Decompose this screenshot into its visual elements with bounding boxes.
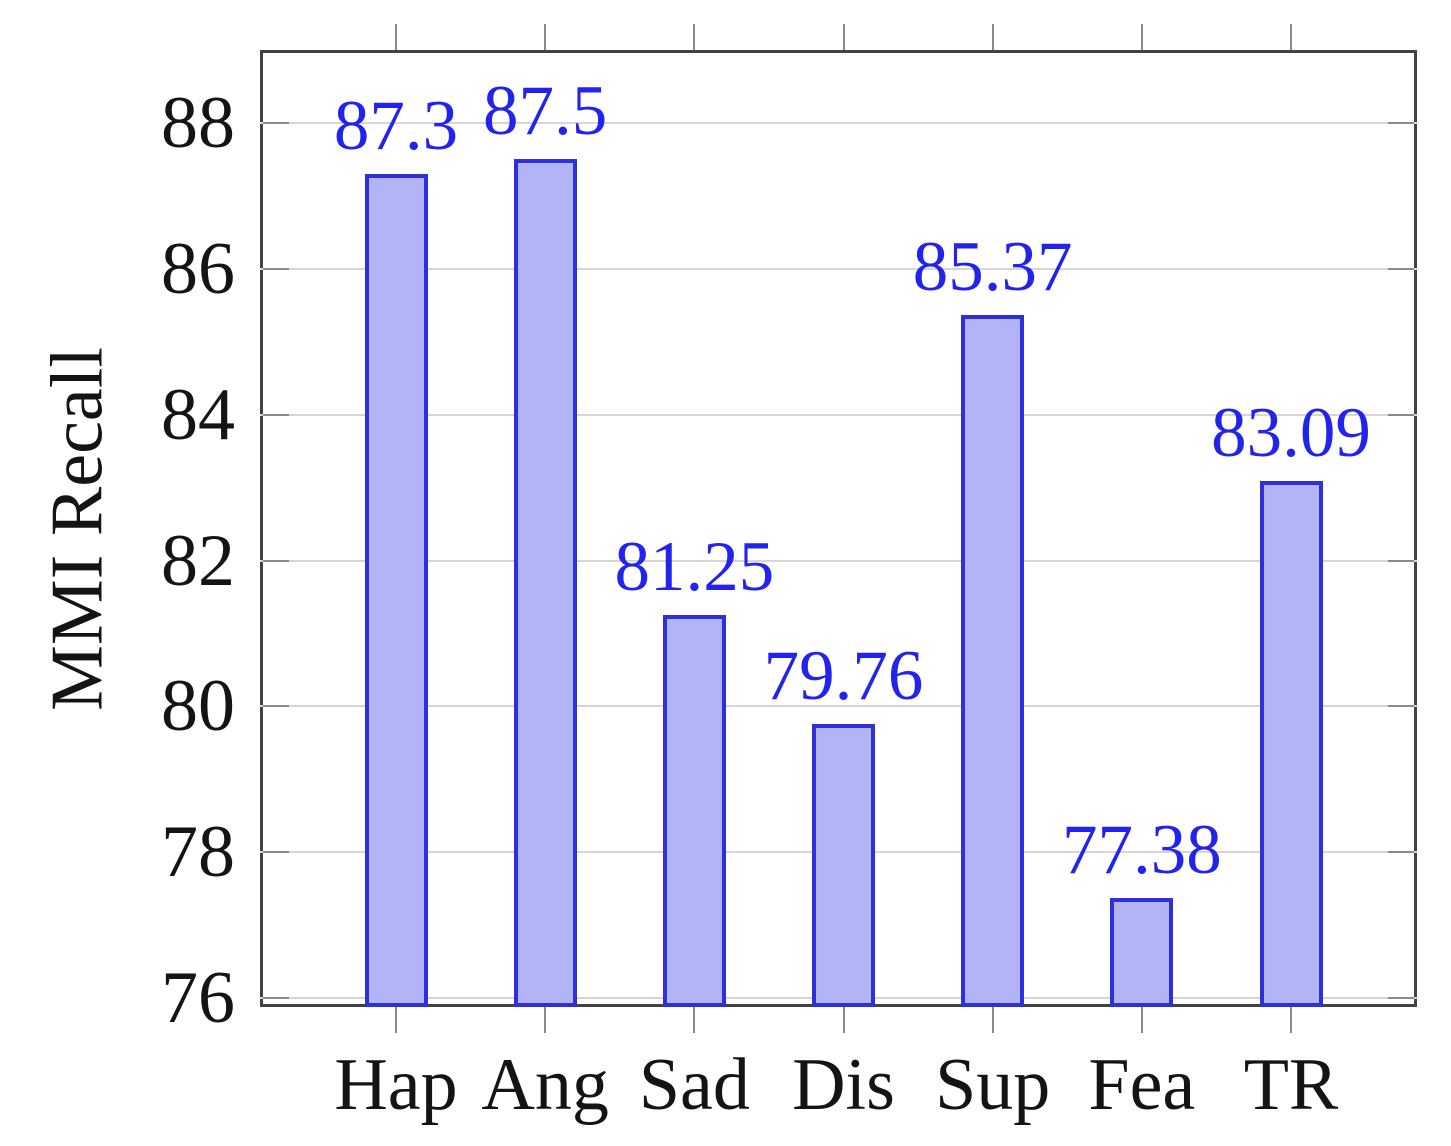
y-tick-label: 88 (161, 81, 235, 164)
y-tick-mark-right (1388, 851, 1414, 854)
x-tick-mark-bottom (395, 1007, 397, 1033)
y-tick-label: 80 (161, 665, 235, 748)
x-tick-mark-top (1140, 24, 1143, 50)
y-tick-mark-right (1388, 559, 1414, 562)
bar-value-label: 77.38 (1061, 810, 1222, 889)
gridline (260, 559, 1417, 562)
y-tick-mark-left (263, 413, 289, 416)
x-tick-mark-bottom (693, 1007, 696, 1033)
bar-value-label: 87.3 (333, 87, 459, 165)
bar (812, 723, 875, 1007)
x-tick-mark-top (395, 24, 397, 50)
gridline (260, 267, 1417, 270)
x-tick-mark-top (693, 24, 696, 50)
y-tick-mark-left (263, 705, 289, 708)
y-tick-mark-right (1388, 997, 1414, 1000)
gridline (260, 705, 1417, 708)
y-tick-label: 84 (161, 373, 235, 456)
x-tick-mark-top (842, 24, 845, 50)
x-tick-mark-bottom (991, 1007, 994, 1033)
y-tick-mark-left (263, 559, 289, 562)
bar (513, 159, 577, 1007)
y-tick-mark-right (1388, 267, 1414, 270)
x-category-label: Ang (481, 1044, 609, 1126)
y-tick-mark-right (1388, 705, 1414, 708)
x-category-label: Sup (935, 1044, 1051, 1126)
y-tick-label: 76 (161, 957, 235, 1040)
x-tick-mark-bottom (842, 1007, 845, 1033)
x-tick-mark-top (1290, 24, 1293, 50)
y-tick-mark-right (1388, 121, 1414, 124)
x-category-label: Hap (334, 1044, 458, 1126)
bar-value-label: 79.76 (763, 636, 924, 715)
bar (1110, 897, 1174, 1007)
bar-value-label: 87.5 (483, 72, 608, 151)
y-tick-mark-left (263, 121, 289, 124)
x-category-label: TR (1243, 1044, 1339, 1126)
x-tick-mark-bottom (544, 1007, 547, 1033)
y-tick-label: 82 (161, 519, 235, 602)
bar (1259, 481, 1323, 1007)
gridline (260, 413, 1417, 416)
x-tick-mark-bottom (1140, 1007, 1143, 1033)
x-tick-mark-top (544, 24, 547, 50)
y-tick-mark-left (263, 267, 289, 270)
y-tick-mark-left (263, 997, 289, 1000)
bar-value-label: 85.37 (912, 227, 1073, 306)
y-tick-label: 86 (161, 227, 235, 310)
x-tick-mark-top (991, 24, 994, 50)
y-tick-label: 78 (161, 811, 235, 894)
bar (364, 174, 428, 1007)
y-tick-mark-right (1388, 413, 1414, 416)
gridline (260, 121, 1417, 124)
x-category-label: Sad (638, 1044, 750, 1126)
bar (961, 314, 1025, 1007)
bar-value-label: 83.09 (1211, 394, 1371, 473)
x-category-label: Fea (1088, 1044, 1196, 1126)
x-category-label: Dis (792, 1044, 895, 1126)
bar (662, 615, 726, 1007)
bar-value-label: 81.25 (614, 528, 775, 607)
y-tick-mark-left (263, 851, 289, 854)
x-tick-mark-bottom (1290, 1007, 1293, 1033)
